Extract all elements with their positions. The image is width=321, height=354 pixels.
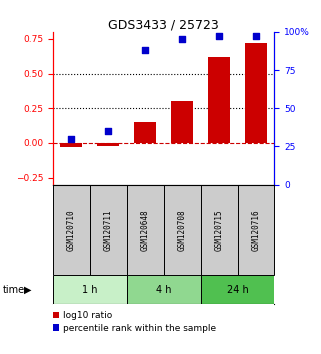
Bar (127, 275, 201, 304)
Bar (164, 185, 201, 275)
Bar (171, 101, 193, 143)
Text: GSM120711: GSM120711 (104, 209, 113, 251)
Point (216, 34, 221, 39)
Bar (201, 185, 238, 275)
Bar (97, 143, 119, 146)
Point (106, 129, 111, 134)
Point (69, 136, 74, 142)
Bar (238, 185, 274, 275)
Bar (60, 143, 82, 147)
Text: time: time (3, 285, 25, 295)
Text: 1 h: 1 h (82, 285, 98, 295)
Bar (245, 43, 267, 143)
Text: GSM120716: GSM120716 (251, 209, 261, 251)
Text: 24 h: 24 h (227, 285, 248, 295)
Point (143, 47, 148, 53)
Text: GSM120715: GSM120715 (214, 209, 224, 251)
Bar (134, 122, 156, 143)
Bar (53, 185, 90, 275)
Text: GSM120710: GSM120710 (67, 209, 76, 251)
Text: GSM120648: GSM120648 (141, 209, 150, 251)
Legend: log10 ratio, percentile rank within the sample: log10 ratio, percentile rank within the … (53, 312, 216, 332)
Text: ▶: ▶ (24, 285, 31, 295)
Bar (208, 57, 230, 143)
Title: GDS3433 / 25723: GDS3433 / 25723 (108, 19, 219, 32)
Text: GSM120708: GSM120708 (178, 209, 187, 251)
Bar (90, 185, 127, 275)
Bar (127, 185, 164, 275)
Point (253, 34, 258, 39)
Point (179, 37, 185, 42)
Bar (201, 275, 274, 304)
Bar (53, 275, 127, 304)
Text: 4 h: 4 h (156, 285, 171, 295)
